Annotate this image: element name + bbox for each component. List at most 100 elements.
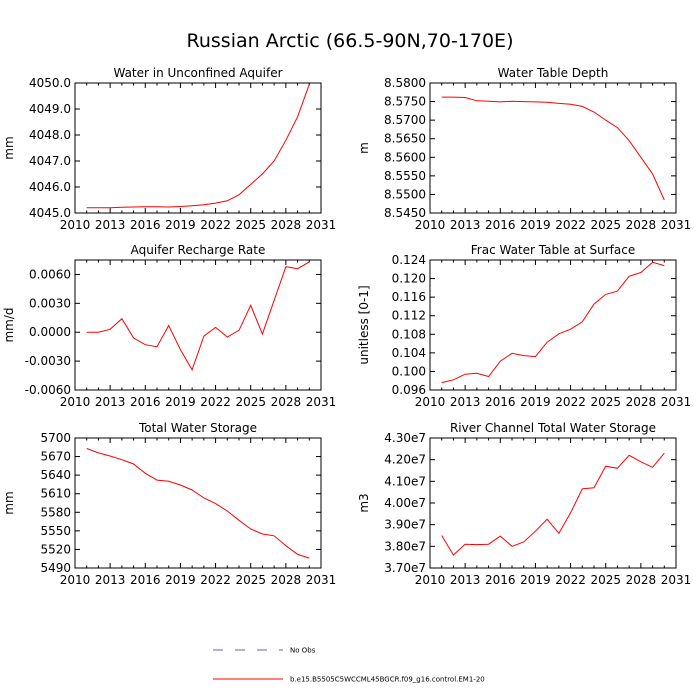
y-tick-label: 4047.0 [29,154,71,168]
x-tick-label: 2016 [485,573,516,587]
x-tick-label: 2016 [485,395,516,409]
x-tick-label: 2031 [661,395,692,409]
y-tick-label: 8.5700 [384,113,426,127]
x-tick-label: 2028 [271,218,302,232]
y-tick-label: 0.0030 [29,296,71,310]
series-line [86,261,310,371]
x-tick-label: 2022 [555,395,586,409]
legend-label-1: No Obs [290,647,316,655]
x-tick-label: 2010 [415,395,446,409]
y-axis-label: m3 [357,493,371,512]
x-tick-label: 2028 [626,573,657,587]
panel-title: Frac Water Table at Surface [471,243,635,257]
x-tick-label: 2028 [626,218,657,232]
y-tick-label: 5640 [40,468,71,482]
y-tick-label: -0.0030 [25,354,71,368]
x-tick-label: 2025 [590,218,621,232]
y-axis-label: unitless [0-1] [357,285,371,364]
y-axis-label: mm [2,491,16,514]
y-tick-label: 0.0060 [29,267,71,281]
x-tick-label: 2019 [520,218,551,232]
y-tick-label: 5700 [40,431,71,445]
y-tick-label: 4.30e7 [384,431,426,445]
y-tick-label: 4045.0 [29,206,71,220]
y-tick-label: 8.5450 [384,206,426,220]
y-tick-label: -0.0060 [25,383,71,397]
plot-frame [74,82,322,214]
y-tick-label: 4048.0 [29,128,71,142]
y-tick-label: 4049.0 [29,102,71,116]
series-line [86,448,310,559]
x-tick-label: 2013 [450,395,481,409]
x-tick-label: 2031 [306,573,337,587]
x-tick-label: 2013 [450,573,481,587]
y-tick-label: 0.112 [392,309,426,323]
y-tick-label: 0.096 [392,383,426,397]
x-tick-label: 2016 [130,395,161,409]
plot-frame [429,259,677,391]
y-tick-label: 3.70e7 [384,561,426,575]
y-tick-label: 4.00e7 [384,496,426,510]
y-tick-label: 5610 [40,487,71,501]
panel-4: Frac Water Table at Surface 2010 2013 2016 2… [357,243,691,409]
y-tick-label: 0.104 [392,346,426,360]
x-tick-label: 2019 [520,395,551,409]
y-tick-label: 0.0000 [29,325,71,339]
y-tick-label: 3.80e7 [384,539,426,553]
panel-title: Water in Unconfined Aquifer [113,66,282,80]
x-tick-label: 2019 [165,573,196,587]
y-tick-label: 0.120 [392,272,426,286]
x-tick-label: 2028 [626,395,657,409]
x-tick-label: 2010 [415,573,446,587]
y-tick-label: 5580 [40,505,71,519]
panel-5: Total Water Storage 2010 2013 2016 2019 2022 2… [2,421,336,587]
plot-frame [429,437,677,569]
y-axis-label: mm [2,136,16,159]
x-tick-label: 2022 [555,573,586,587]
x-tick-label: 2016 [130,573,161,587]
series-line [441,96,665,201]
y-tick-label: 5670 [40,450,71,464]
panel-1: Water in Unconfined Aquifer 2010 2013 2016 2… [2,66,336,232]
y-tick-label: 4.10e7 [384,474,426,488]
x-tick-label: 2016 [130,218,161,232]
x-tick-label: 2019 [165,395,196,409]
y-tick-label: 0.116 [392,290,426,304]
panel-title: Total Water Storage [138,421,257,435]
y-tick-label: 5550 [40,524,71,538]
x-tick-label: 2010 [415,218,446,232]
y-tick-label: 8.5600 [384,150,426,164]
series-line [441,261,665,384]
x-tick-label: 2031 [306,395,337,409]
x-tick-label: 2031 [661,218,692,232]
y-tick-label: 4050.0 [29,76,71,90]
x-tick-label: 2025 [235,218,266,232]
x-tick-label: 2031 [306,218,337,232]
y-tick-label: 8.5500 [384,187,426,201]
figure-title: Russian Arctic (66.5-90N,70-170E) [186,30,514,52]
y-tick-label: 3.90e7 [384,518,426,532]
y-tick-label: 8.5650 [384,132,426,146]
panel-6: River Channel Total Water Storage 2010 201… [357,421,691,587]
x-tick-label: 2013 [95,573,126,587]
x-tick-label: 2022 [555,218,586,232]
x-tick-label: 2022 [200,395,231,409]
panel-title: Aquifer Recharge Rate [131,243,266,257]
y-tick-label: 8.5750 [384,95,426,109]
x-tick-label: 2025 [590,395,621,409]
x-tick-label: 2019 [520,573,551,587]
legend-label-2: b.e15.B5505C5WCCML45BGCR.f09_g16.control… [290,676,485,684]
y-tick-label: 0.124 [392,253,426,267]
legend: No Obs b.e15.B5505C5WCCML45BGCR.f09_g16.c… [213,647,485,684]
x-tick-label: 2022 [200,218,231,232]
y-tick-label: 4046.0 [29,180,71,194]
y-axis-label: m [357,142,371,154]
y-tick-label: 8.5550 [384,169,426,183]
plot-frame [74,437,322,569]
plot-frame [74,259,322,391]
series-line [86,84,310,209]
x-tick-label: 2028 [271,395,302,409]
y-tick-label: 0.108 [392,327,426,341]
